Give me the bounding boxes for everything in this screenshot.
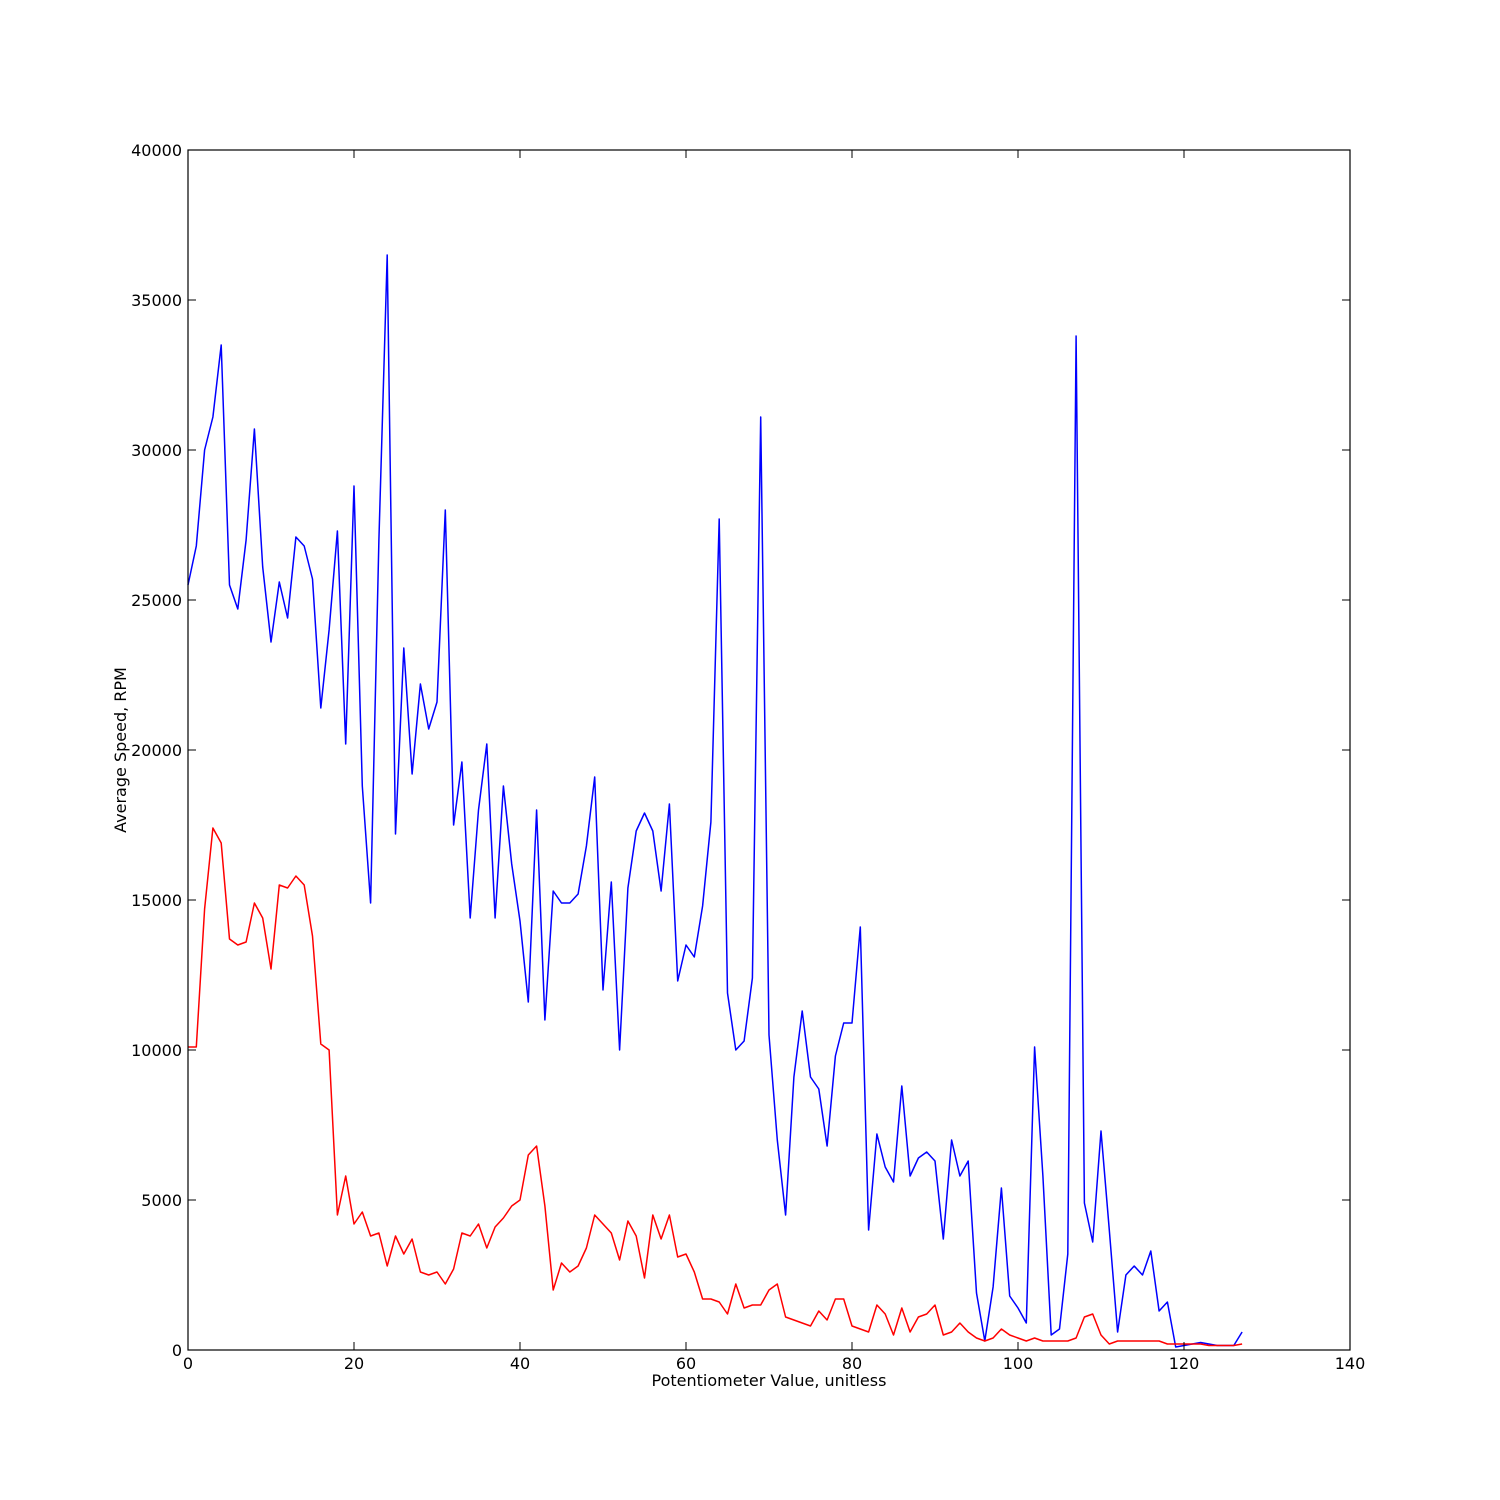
y-tick-label: 0 [172, 1341, 182, 1360]
y-tick-label: 25000 [131, 591, 182, 610]
y-tick-label: 35000 [131, 291, 182, 310]
y-tick-label: 40000 [131, 141, 182, 160]
plot-frame [187, 149, 1351, 1351]
x-tick-label: 120 [1169, 1354, 1200, 1373]
ticks-layer: 0 20 40 60 80 100 120 140 0 5000 10000 15000 20000 25… [131, 141, 1365, 1373]
x-tick-label: 60 [676, 1354, 696, 1373]
x-tick-label: 40 [510, 1354, 530, 1373]
y-tick-label: 5000 [141, 1191, 182, 1210]
x-tick-label: 80 [842, 1354, 862, 1373]
x-tick-label: 100 [1003, 1354, 1034, 1373]
series-layer [187, 254, 1243, 1348]
x-tick-label: 140 [1335, 1354, 1366, 1373]
y-tick-label: 10000 [131, 1041, 182, 1060]
series-line-0 [187, 254, 1243, 1348]
x-axis-title: Potentiometer Value, unitless [652, 1371, 887, 1390]
x-tick-label: 0 [183, 1354, 193, 1373]
series-line-1 [188, 827, 1243, 1347]
y-tick-label: 30000 [131, 441, 182, 460]
y-tick-label: 15000 [131, 891, 182, 910]
y-tick-label: 20000 [131, 741, 182, 760]
y-axis-title: Average Speed, RPM [111, 667, 130, 833]
x-tick-label: 20 [344, 1354, 364, 1373]
